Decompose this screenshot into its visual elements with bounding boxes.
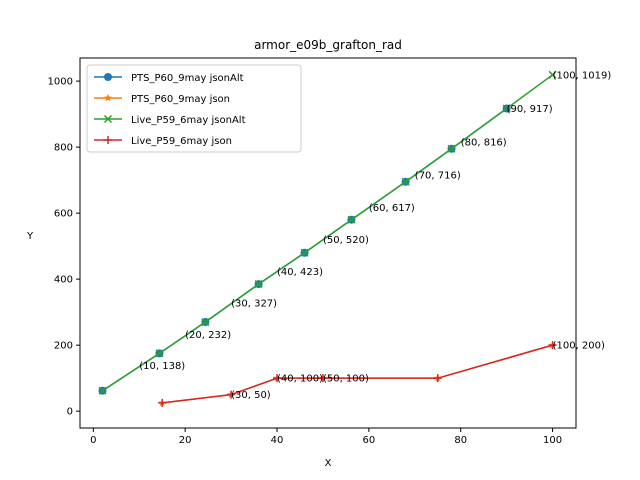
data-point: [201, 318, 210, 327]
data-point: [502, 104, 511, 113]
legend-marker: [103, 114, 113, 124]
x-tick-label: 40: [271, 435, 284, 446]
plot-area: [98, 70, 557, 407]
x-tick-label: 0: [90, 435, 96, 446]
legend: PTS_P60_9may jsonAlt PTS_P60_9may json Liv…: [86, 64, 302, 153]
x-tick-label: 80: [454, 435, 467, 446]
legend-entry-label: PTS_P60_9may jsonAlt: [131, 73, 244, 84]
point-annotation: (100, 1019): [553, 70, 612, 81]
legend-box: [86, 64, 302, 153]
legend-marker: [104, 93, 112, 102]
data-point: [273, 374, 282, 383]
data-point: [254, 280, 263, 289]
series-line: [162, 344, 553, 404]
data-point: [98, 386, 107, 395]
series-3: [158, 341, 557, 407]
point-annotation: (70, 716): [415, 170, 461, 181]
point-annotation: (50, 520): [323, 235, 369, 246]
series-2: [98, 70, 557, 395]
data-point: [447, 144, 456, 153]
x-axis-label: X: [325, 458, 332, 469]
y-tick-label: 600: [54, 209, 73, 220]
y-tick-label: 200: [54, 341, 73, 352]
data-point: [158, 398, 167, 407]
y-tick-label: 400: [54, 275, 73, 286]
legend-marker: [104, 73, 112, 81]
point-annotation: (30, 327): [231, 299, 277, 310]
data-point: [227, 390, 236, 399]
data-point: [401, 177, 410, 186]
y-tick-label: 1000: [48, 77, 73, 88]
legend-entry-label: PTS_P60_9may json: [131, 94, 230, 105]
x-tick-label: 60: [363, 435, 376, 446]
data-point: [433, 374, 442, 383]
legend-entry-label: Live_P59_6may json: [131, 136, 232, 147]
x-axis: 0 20 40 60 80 100: [90, 428, 562, 446]
data-point: [300, 248, 309, 257]
point-annotation: (30, 50): [231, 390, 271, 401]
point-annotation: (100, 200): [553, 341, 605, 352]
y-axis-label: Y: [26, 231, 34, 242]
point-annotation: (90, 917): [507, 104, 553, 115]
data-point: [548, 70, 557, 79]
point-annotation: (60, 617): [369, 203, 415, 214]
legend-entry-label: Live_P59_6may jsonAlt: [131, 115, 246, 126]
point-annotation: (40, 100): [277, 374, 323, 385]
point-annotation: (10, 138): [139, 361, 185, 372]
y-tick-label: 0: [67, 407, 73, 418]
x-tick-label: 20: [179, 435, 192, 446]
data-point: [155, 349, 164, 358]
point-annotation: (40, 423): [277, 267, 323, 278]
point-annotation: (50, 100): [323, 374, 369, 385]
axes-frame: [79, 57, 577, 429]
y-tick-label: 800: [54, 143, 73, 154]
point-annotation: (80, 816): [461, 137, 507, 148]
data-point: [548, 341, 557, 350]
data-point: [347, 215, 356, 224]
point-annotations: (10, 138) (20, 232) (30, 327) (40, 423) (50,…: [139, 70, 611, 401]
data-point: [318, 374, 327, 383]
point-annotation: (20, 232): [185, 330, 231, 341]
legend-marker: [104, 136, 112, 144]
chart-title: armor_e09b_grafton_rad: [254, 38, 402, 52]
y-axis: 0 200 400 600 800 1000: [48, 77, 80, 418]
x-tick-label: 100: [543, 435, 562, 446]
series-line: [102, 74, 554, 392]
